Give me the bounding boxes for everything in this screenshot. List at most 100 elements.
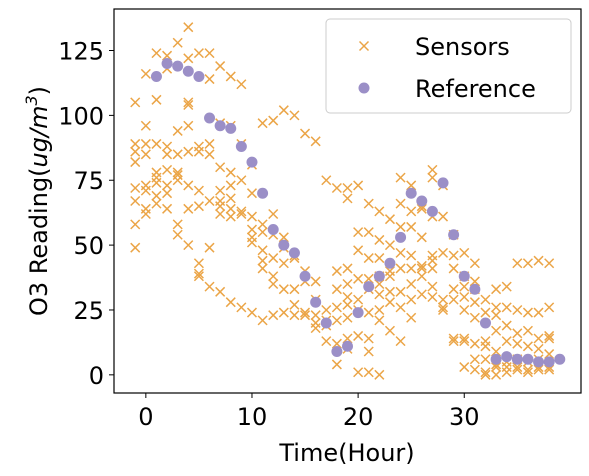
- sensor-point: [225, 71, 236, 82]
- sensor-point: [225, 193, 236, 204]
- reference-point: [257, 187, 269, 199]
- sensor-point: [310, 317, 321, 328]
- sensor-point: [533, 255, 544, 266]
- sensor-point: [512, 364, 523, 375]
- sensor-point: [225, 297, 236, 308]
- sensor-point: [395, 302, 406, 313]
- sensor-point: [363, 367, 374, 378]
- sensor-point: [363, 333, 374, 344]
- chart-marks: [130, 22, 566, 380]
- sensor-point: [374, 234, 385, 245]
- sensor-point: [427, 250, 438, 261]
- sensor-point: [363, 253, 374, 264]
- reference-point: [384, 257, 396, 269]
- sensor-point: [363, 198, 374, 209]
- sensor-point: [448, 333, 459, 344]
- y-tick-label: 75: [73, 167, 104, 195]
- y-tick-label: 25: [73, 297, 104, 325]
- sensor-point: [384, 271, 395, 282]
- sensor-point: [406, 312, 417, 323]
- sensor-point: [151, 167, 162, 178]
- sensor-point: [268, 271, 279, 282]
- sensor-point: [225, 203, 236, 214]
- sensor-point: [215, 61, 226, 72]
- sensor-point: [140, 68, 151, 79]
- sensor-point: [151, 94, 162, 105]
- sensor-point: [331, 338, 342, 349]
- sensor-point: [427, 281, 438, 292]
- sensor-point: [501, 281, 512, 292]
- sensor-point: [544, 333, 555, 344]
- reference-point: [543, 356, 555, 368]
- sensor-point: [310, 310, 321, 321]
- sensor-point: [406, 206, 417, 217]
- sensor-point: [437, 294, 449, 305]
- sensor-point: [268, 278, 279, 290]
- reference-point: [161, 57, 173, 69]
- sensor-point: [172, 149, 183, 160]
- sensor-point: [374, 253, 385, 264]
- sensor-point: [353, 245, 364, 256]
- sensor-point: [544, 364, 555, 375]
- sensor-point: [321, 304, 332, 316]
- sensor-point: [406, 221, 417, 232]
- sensor-point: [353, 180, 364, 191]
- sensor-point: [374, 206, 385, 217]
- sensor-point: [406, 278, 417, 290]
- sensor-point: [246, 188, 258, 199]
- sensor-point: [172, 37, 183, 48]
- sensor-point: [215, 208, 226, 220]
- sensor-point: [469, 276, 480, 287]
- x-tick-label: 20: [343, 403, 374, 431]
- sensor-point: [140, 149, 151, 160]
- sensor-point: [374, 278, 385, 290]
- sensor-point: [257, 245, 268, 256]
- sensor-point: [331, 359, 342, 370]
- sensor-point: [215, 195, 226, 207]
- sensor-point: [140, 180, 151, 191]
- sensor-point: [204, 242, 215, 253]
- sensor-point: [257, 219, 268, 230]
- sensor-point: [172, 219, 183, 230]
- sensor-point: [406, 180, 417, 191]
- sensor-point: [416, 203, 427, 214]
- sensor-point: [448, 284, 459, 295]
- sensor-point: [193, 146, 204, 157]
- x-tick-label: 10: [237, 403, 268, 431]
- plot-frame: [113, 8, 582, 394]
- sensor-point: [331, 182, 342, 194]
- sensor-point: [395, 286, 406, 297]
- sensor-point: [300, 128, 311, 139]
- sensor-point: [130, 242, 141, 253]
- sensor-point: [172, 175, 183, 186]
- sensor-point: [172, 125, 183, 136]
- sensor-point: [215, 162, 226, 173]
- sensor-point: [236, 175, 247, 186]
- sensor-point: [204, 149, 215, 160]
- reference-point: [172, 60, 184, 72]
- sensor-point: [204, 138, 215, 149]
- sensor-point: [246, 307, 258, 318]
- sensor-point: [427, 291, 438, 303]
- sensor-point: [321, 336, 332, 347]
- sensor-point: [544, 302, 555, 313]
- sensor-point: [491, 310, 502, 321]
- sensor-point: [310, 323, 321, 334]
- x-axis: 0 10 20 30: [138, 393, 480, 431]
- sensor-point: [522, 307, 533, 318]
- sensor-point: [384, 325, 395, 336]
- sensor-point: [374, 304, 385, 316]
- sensor-point: [522, 325, 533, 336]
- sensor-point: [310, 136, 321, 147]
- sensor-point: [363, 273, 374, 284]
- sensor-point: [342, 193, 353, 204]
- sensor-point: [140, 203, 151, 214]
- sensor-point: [512, 362, 523, 373]
- sensor-point: [384, 297, 395, 308]
- sensor-point: [331, 302, 342, 313]
- sensor-point: [480, 294, 491, 305]
- sensor-point: [321, 175, 332, 186]
- reference-point: [458, 270, 470, 282]
- reference-point: [448, 229, 460, 241]
- reference-point: [193, 70, 205, 82]
